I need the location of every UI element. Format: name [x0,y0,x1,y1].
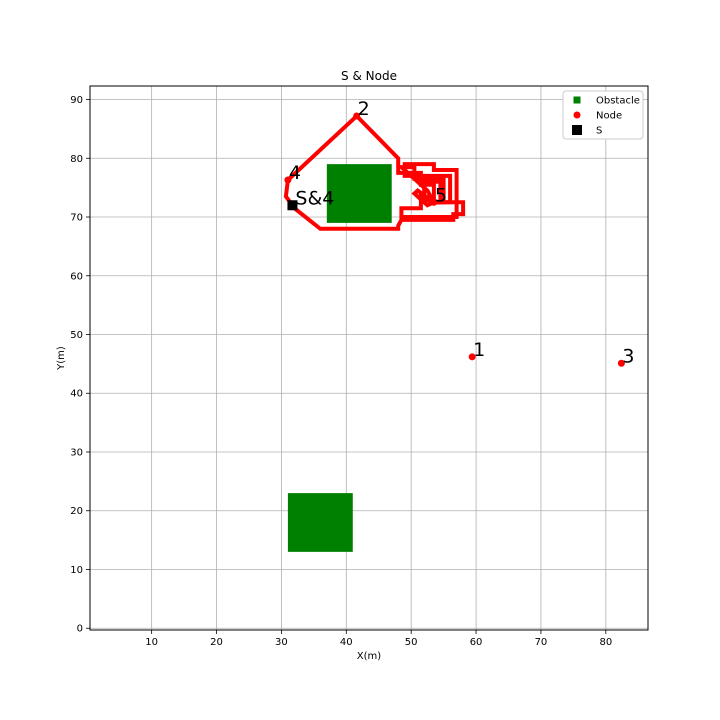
x-tick-label: 10 [145,637,158,648]
y-tick-label: 90 [70,95,83,106]
x-tick-label: 60 [470,637,483,648]
x-tick-label: 50 [405,637,418,648]
node-label: 5 [435,184,447,206]
node-label: 1 [473,339,485,361]
x-tick-label: 40 [340,637,353,648]
obstacle [288,493,353,552]
legend-label: Node [596,111,622,122]
y-tick-label: 10 [70,565,83,576]
legend-marker [574,97,581,104]
y-tick-label: 20 [70,506,83,517]
y-axis-label: Y(m) [56,346,67,371]
node-label: 2 [358,98,370,120]
legend-label: S [596,126,602,137]
x-tick-label: 80 [599,637,612,648]
y-tick-label: 50 [70,330,83,341]
x-axis-label: X(m) [357,651,381,662]
chart-title: S & Node [341,69,397,83]
x-tick-label: 70 [535,637,548,648]
legend-marker [574,112,581,119]
x-tick-label: 20 [210,637,223,648]
node-label: 4 [289,162,301,184]
y-tick-label: 30 [70,447,83,458]
legend: Obstacle Node S [563,91,643,139]
obstacle [327,164,392,223]
start-label: S&4 [295,187,334,209]
legend-label: Obstacle [596,96,640,107]
y-tick-label: 40 [70,389,83,400]
y-tick-label: 80 [70,154,83,165]
legend-marker [572,125,582,135]
node-label: 3 [622,345,634,367]
y-tick-label: 60 [70,271,83,282]
plot-area: S&4 1 2 3 4 5 [90,86,648,630]
y-tick-label: 0 [77,624,83,635]
y-tick-label: 70 [70,213,83,224]
x-tick-label: 30 [275,637,288,648]
